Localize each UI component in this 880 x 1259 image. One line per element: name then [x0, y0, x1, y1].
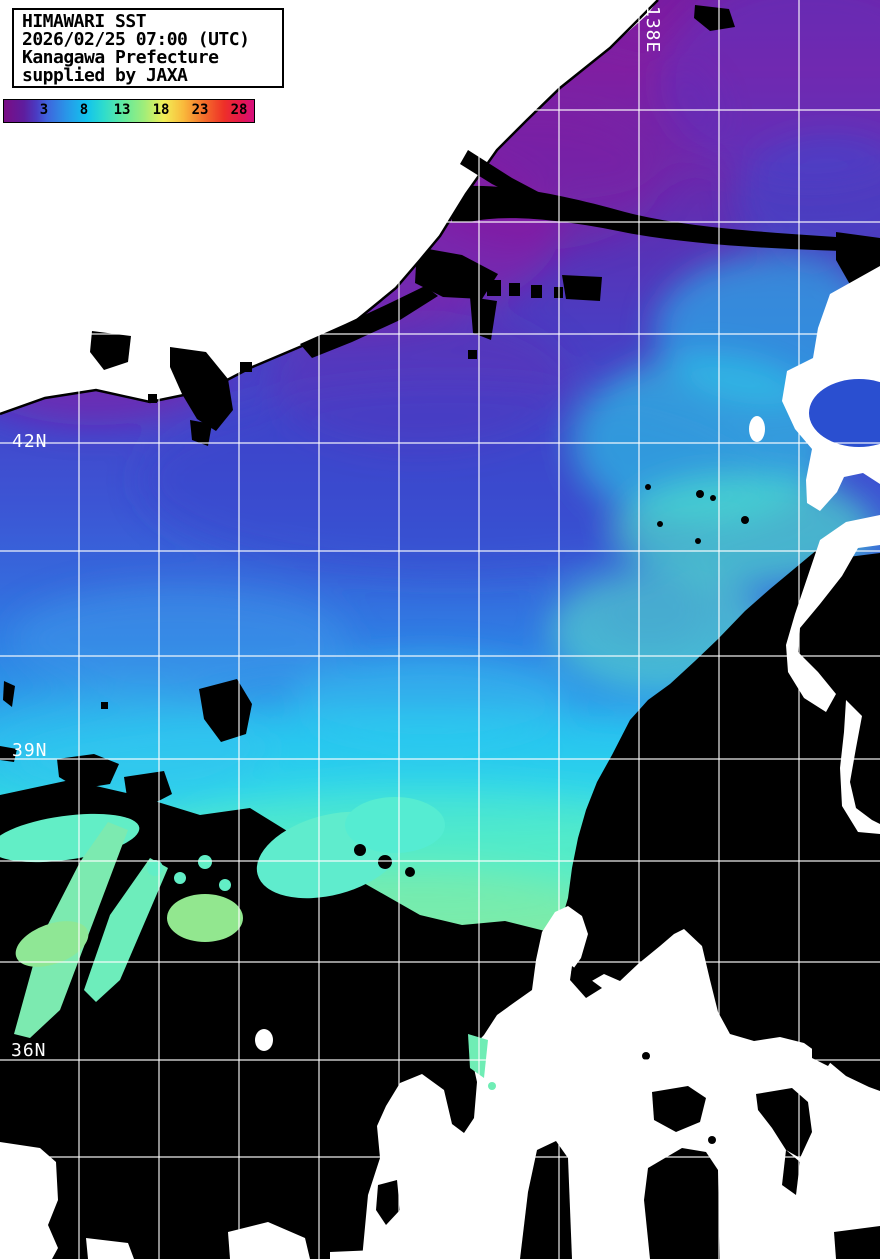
land-chugoku: [0, 1142, 58, 1259]
okushiri-island: [749, 416, 765, 442]
land-honshu: [362, 906, 880, 1259]
info-title: HIMAWARI SST: [22, 11, 147, 32]
sagami-bay: [644, 1148, 720, 1259]
coordinate-labels: 42N 39N 36N 138E: [11, 6, 663, 1061]
colorbar-tick-23: 23: [191, 102, 209, 118]
lon-label-138E: 138E: [642, 6, 663, 53]
colorbar: 3 8 13 18 23 28: [3, 99, 255, 123]
info-datetime: 2026/02/25 07:00 (UTC): [22, 29, 250, 50]
cloud-streak-b: [415, 247, 498, 299]
coastal-sst-strip: [468, 1034, 488, 1078]
info-box: HIMAWARI SST 2026/02/25 07:00 (UTC) Kana…: [12, 8, 284, 88]
coast-mottling: [0, 0, 659, 446]
funka-bay: [809, 379, 880, 447]
colorbar-gradient: [4, 100, 254, 122]
oki-island: [255, 1029, 273, 1051]
colorbar-tick-8: 8: [79, 102, 89, 118]
sst-streaks-in-cloud: [0, 797, 496, 1090]
colorbar-tick-18: 18: [152, 102, 170, 118]
info-prefecture: Kanagawa Prefecture: [22, 47, 219, 68]
cloud-band-right: [786, 515, 880, 712]
lat-label-39N: 39N: [12, 740, 48, 761]
lat-label-42N: 42N: [12, 431, 48, 452]
land-black-details: [376, 966, 880, 1259]
lat-label-36N: 36N: [11, 1040, 47, 1061]
toyama-bay: [570, 966, 602, 998]
colorbar-tick-13: 13: [113, 102, 131, 118]
colorbar-tick-3: 3: [39, 102, 49, 118]
colorbar-tick-28: 28: [230, 102, 248, 118]
tokyo-bay: [756, 1088, 812, 1158]
info-credit: supplied by JAXA: [22, 65, 188, 86]
land-layer-2: [0, 266, 880, 1259]
